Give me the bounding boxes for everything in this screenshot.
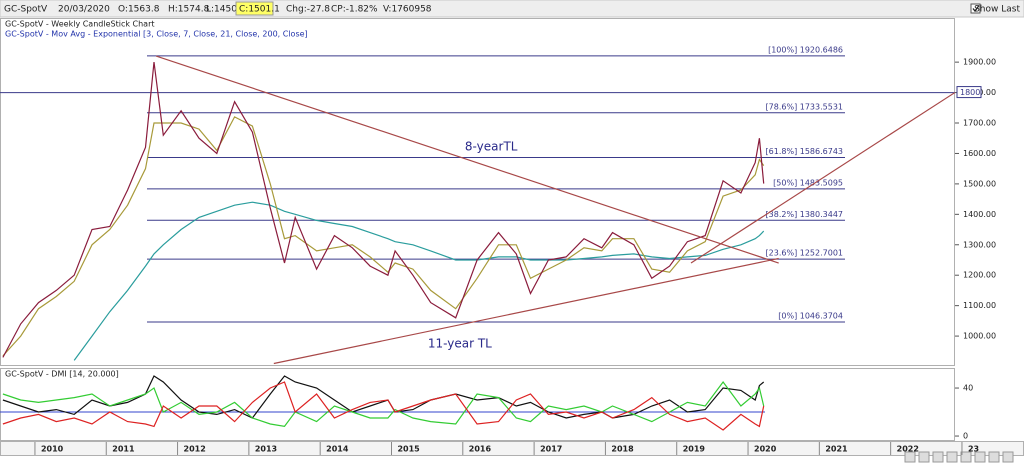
fib-label: [100%] 1920.6486	[768, 45, 843, 54]
button[interactable]	[932, 451, 944, 463]
x-tick-label: 2020	[754, 445, 777, 454]
series-line	[2, 116, 765, 357]
symbol: GC-SpotV	[4, 5, 48, 15]
button[interactable]	[1002, 451, 1014, 463]
trend-line	[690, 92, 955, 264]
y-tick-label: 1000.00	[963, 332, 996, 341]
close-box	[235, 1, 274, 16]
show-last-label[interactable]: Show Last	[974, 5, 1020, 15]
time-axis	[0, 441, 1024, 456]
x-tick-label: 2021	[825, 445, 848, 454]
x-tick-label: 23	[968, 445, 979, 454]
show-last-checkbox[interactable]	[970, 3, 981, 14]
chart-subtitle: GC-SpotV - Mov Avg - Exponential [3, Clo…	[5, 30, 308, 39]
x-tick-label: 2011	[112, 445, 135, 454]
x-tick-label: 2014	[326, 445, 349, 454]
open: O:1563.8	[118, 5, 160, 15]
series-line	[2, 62, 765, 358]
button[interactable]	[960, 451, 972, 463]
chart-title: GC-SpotV - Weekly CandleStick Chart	[5, 20, 155, 29]
level-label-box	[956, 86, 982, 99]
high: H:1574.8	[168, 5, 210, 15]
axes: 1000.00 1100.00 1200.00 1300.00 1400.00 1500.…	[34, 58, 996, 455]
change-percent: CP:-1.82%	[331, 5, 378, 15]
checkmark	[972, 5, 980, 13]
change: Chg:-27.8	[286, 5, 330, 15]
series-line	[2, 380, 765, 428]
y-tick-label: 1600.00	[963, 149, 996, 158]
button[interactable]	[974, 451, 986, 463]
button[interactable]	[904, 451, 916, 463]
fib-label: [78.6%] 1733.5531	[766, 102, 843, 111]
series-line	[73, 201, 765, 361]
trend-line	[155, 55, 779, 264]
button[interactable]	[988, 451, 1000, 463]
y-tick-label: 1700.00	[963, 119, 996, 128]
y-tick-label: 1100.00	[963, 301, 996, 310]
x-tick-label: 2022	[897, 445, 919, 454]
close: C:1501.1	[239, 5, 280, 15]
y-tick-label: 1300.00	[963, 240, 996, 249]
annotation: 11-year TL	[428, 336, 492, 350]
low: L:1450.9	[206, 5, 246, 15]
x-tick-label: 2019	[683, 445, 706, 454]
x-tick-label: 2010	[41, 445, 64, 454]
x-tick-label: 2013	[255, 445, 277, 454]
fib-label: [23.6%] 1252.7001	[766, 249, 843, 258]
x-tick-label: 2017	[540, 445, 562, 454]
dmi-title: GC-SpotV - DMI [14, 20.000]	[5, 370, 119, 379]
scroll-buttons	[904, 451, 1014, 463]
fib-label: [0%] 1046.3704	[778, 311, 843, 320]
date: 20/03/2020	[58, 5, 110, 15]
level-label: 1800	[960, 88, 980, 97]
button[interactable]	[946, 451, 958, 463]
fib-label: [38.2%] 1380.3447	[766, 210, 843, 219]
annotation: 8-yearTL	[465, 140, 518, 154]
dmi-plot	[0, 375, 765, 431]
price-plot: [100%] 1920.6486 [78.6%] 1733.5531 [61.8%]…	[0, 45, 955, 365]
y-tick-label: 1200.00	[963, 271, 996, 280]
x-tick-label: 2015	[397, 445, 420, 454]
x-tick-label: 2012	[184, 445, 206, 454]
price-panel	[0, 18, 955, 366]
x-tick-label: 2018	[611, 445, 634, 454]
series-line	[2, 381, 765, 431]
y-tick-label: 1500.00	[963, 179, 996, 188]
y-tick-label: 1400.00	[963, 210, 996, 219]
dmi-panel	[0, 368, 955, 441]
y-tick-label: 40	[963, 384, 973, 393]
y-tick-label: 1900.00	[963, 58, 996, 67]
volume: V:1760958	[383, 5, 432, 15]
trend-line	[273, 257, 779, 365]
y-tick-label: 0	[963, 432, 968, 441]
button[interactable]	[918, 451, 930, 463]
x-tick-label: 2016	[469, 445, 492, 454]
fib-label: [50%] 1483.5095	[773, 178, 843, 187]
fib-label: [61.8%] 1586.6743	[766, 147, 843, 156]
